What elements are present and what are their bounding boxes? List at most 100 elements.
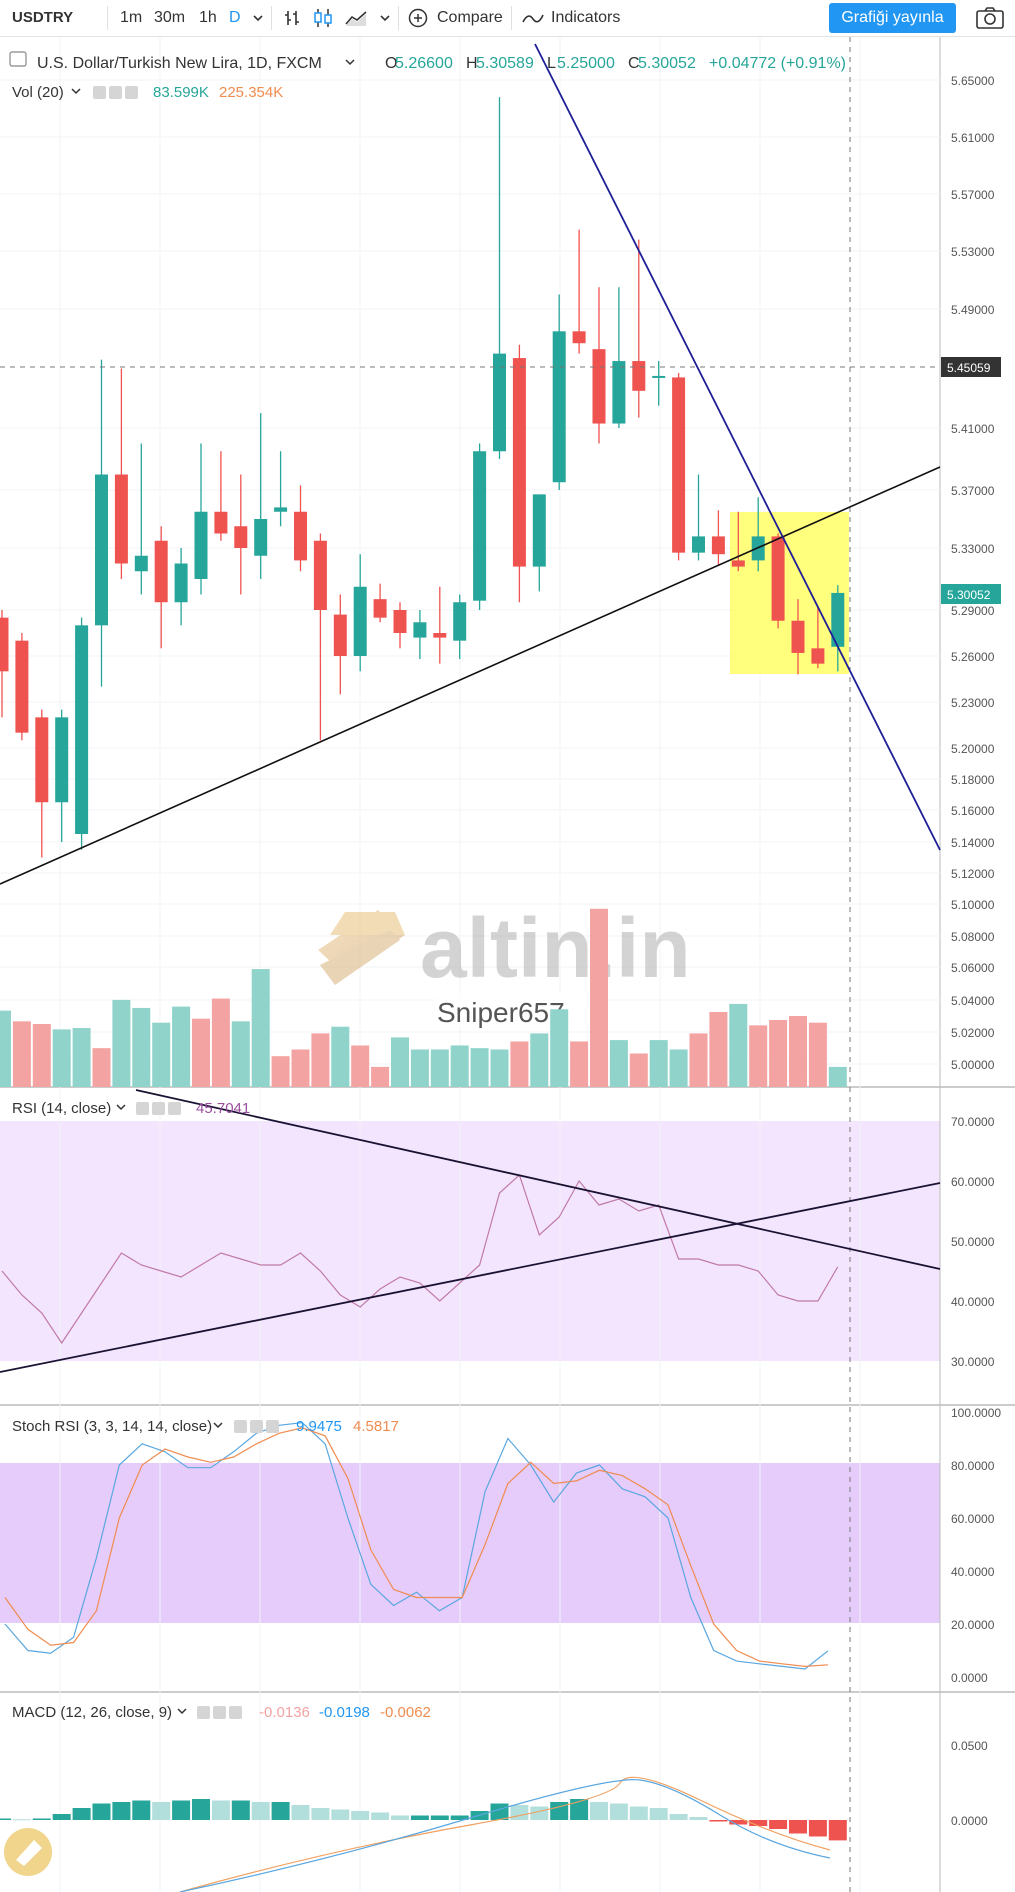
bar-style-icon[interactable] xyxy=(282,8,302,28)
macd-histogram-bar xyxy=(12,1819,31,1821)
macd-histogram-bar xyxy=(510,1805,529,1820)
candle-body xyxy=(811,648,825,664)
candle-body xyxy=(692,536,705,553)
rsi-down-trendline xyxy=(135,1089,941,1270)
close-icon[interactable] xyxy=(168,1102,181,1115)
candle-body xyxy=(413,622,427,638)
symbol-label[interactable]: USDTRY xyxy=(12,9,74,26)
camera-icon[interactable] xyxy=(974,6,1006,30)
candle-body xyxy=(214,511,228,534)
gear-icon[interactable] xyxy=(152,1102,165,1115)
volume-legend-value: 83.599K xyxy=(153,84,209,101)
macd-histogram-bar xyxy=(152,1802,171,1820)
ohlc-legend-value: H xyxy=(466,55,478,72)
gear-icon[interactable] xyxy=(109,86,122,99)
volume-bar xyxy=(52,1029,71,1087)
interval-1h[interactable]: 1h xyxy=(199,9,217,26)
interval-1m[interactable]: 1m xyxy=(120,9,143,26)
ohlc-legend-value: +0.04772 (+0.91%) xyxy=(709,55,846,72)
ohlc-legend-value: C xyxy=(628,55,640,72)
rsi-axis-label: 30.0000 xyxy=(951,1355,995,1369)
chart-canvas[interactable]: altin.in Sniper657 5.65000 5.61000 5.57000… xyxy=(0,37,1015,1892)
macd-histogram-bar xyxy=(709,1820,728,1822)
interval-d[interactable]: D xyxy=(229,9,241,26)
indicators-button[interactable]: Indicators xyxy=(551,9,621,26)
gear-icon[interactable] xyxy=(213,1706,226,1719)
plus-circle-icon[interactable] xyxy=(408,8,428,28)
price-axis-label: 5.33000 xyxy=(951,542,995,556)
macd-histogram-bar xyxy=(391,1815,409,1820)
compare-button[interactable]: Compare xyxy=(437,9,503,26)
eye-icon[interactable] xyxy=(234,1420,247,1433)
eye-icon[interactable] xyxy=(136,1102,149,1115)
price-axis-label: 5.16000 xyxy=(951,804,995,818)
candle-body xyxy=(572,331,586,344)
macd-histogram-bar xyxy=(689,1817,708,1820)
price-axis-label: 5.00000 xyxy=(951,1058,995,1072)
candle-body xyxy=(771,536,785,621)
price-axis-label: 5.04000 xyxy=(951,994,995,1008)
close-icon[interactable] xyxy=(266,1420,279,1433)
candle-body xyxy=(592,349,606,424)
close-icon[interactable] xyxy=(229,1706,242,1719)
candle-body xyxy=(55,717,69,803)
close-icon[interactable] xyxy=(125,86,138,99)
volume-bar xyxy=(530,1033,549,1087)
ohlc-legend-value: 5.30052 xyxy=(638,55,696,72)
collapse-icon[interactable] xyxy=(9,51,27,67)
watermark-logo xyxy=(318,910,405,985)
chevron-down-icon[interactable] xyxy=(345,59,355,66)
volume-bar xyxy=(570,1041,589,1087)
volume-bar xyxy=(331,1026,350,1087)
toolbar-divider xyxy=(271,6,272,30)
candle-body xyxy=(234,526,248,548)
volume-bar xyxy=(749,1025,768,1087)
chevron-down-icon[interactable] xyxy=(213,1422,223,1429)
volume-bar xyxy=(152,1022,171,1087)
macd-histogram-bar xyxy=(72,1808,91,1820)
interval-30m[interactable]: 30m xyxy=(154,9,186,26)
candle-body xyxy=(95,474,108,626)
eye-icon[interactable] xyxy=(93,86,106,99)
macd-axis-label: 0.0000 xyxy=(951,1814,988,1828)
macd-signal-line xyxy=(179,1776,831,1892)
gear-icon[interactable] xyxy=(250,1420,263,1433)
volume-bar xyxy=(92,1048,111,1087)
watermark-text: altin.in xyxy=(420,901,691,995)
volume-bar xyxy=(291,1049,310,1087)
candle-body xyxy=(15,640,29,733)
candle-body xyxy=(612,361,626,424)
candle-body xyxy=(274,507,288,512)
candle-body xyxy=(353,586,367,656)
chevron-down-icon[interactable] xyxy=(71,88,81,95)
chevron-down-icon[interactable] xyxy=(379,12,391,24)
candle-body xyxy=(831,592,845,647)
macd-histogram-bar xyxy=(211,1800,230,1820)
volume-bar xyxy=(231,1021,250,1087)
macd-histogram-bar xyxy=(450,1815,469,1820)
volume-bar xyxy=(609,1040,628,1087)
macd-histogram-bar xyxy=(371,1812,390,1820)
macd-legend-signal: -0.0062 xyxy=(380,1704,431,1721)
price-axis-label: 5.02000 xyxy=(951,1026,995,1040)
chevron-down-icon[interactable] xyxy=(116,1104,126,1111)
price-axis-label: 5.61000 xyxy=(951,131,995,145)
volume-bar xyxy=(510,1041,529,1087)
candle-body xyxy=(512,358,526,567)
candle-style-icon[interactable] xyxy=(312,7,334,29)
chevron-down-icon[interactable] xyxy=(252,12,264,24)
price-axis-label: 5.26000 xyxy=(951,650,995,664)
volume-bar xyxy=(0,1010,11,1087)
stoch-legend-title: Stoch RSI (3, 3, 14, 14, close) xyxy=(12,1418,212,1435)
stoch-legend-d: 4.5817 xyxy=(353,1418,399,1435)
publish-button[interactable]: Grafiği yayınla xyxy=(829,3,956,33)
eye-icon[interactable] xyxy=(197,1706,210,1719)
area-style-icon[interactable] xyxy=(344,8,370,28)
price-axis-label: 5.49000 xyxy=(951,303,995,317)
macd-histogram-bar xyxy=(570,1799,589,1820)
indicators-icon[interactable] xyxy=(521,10,545,26)
candle-body xyxy=(393,610,407,633)
volume-bar xyxy=(72,1028,91,1087)
candle-body xyxy=(731,560,745,567)
chevron-down-icon[interactable] xyxy=(177,1708,187,1715)
